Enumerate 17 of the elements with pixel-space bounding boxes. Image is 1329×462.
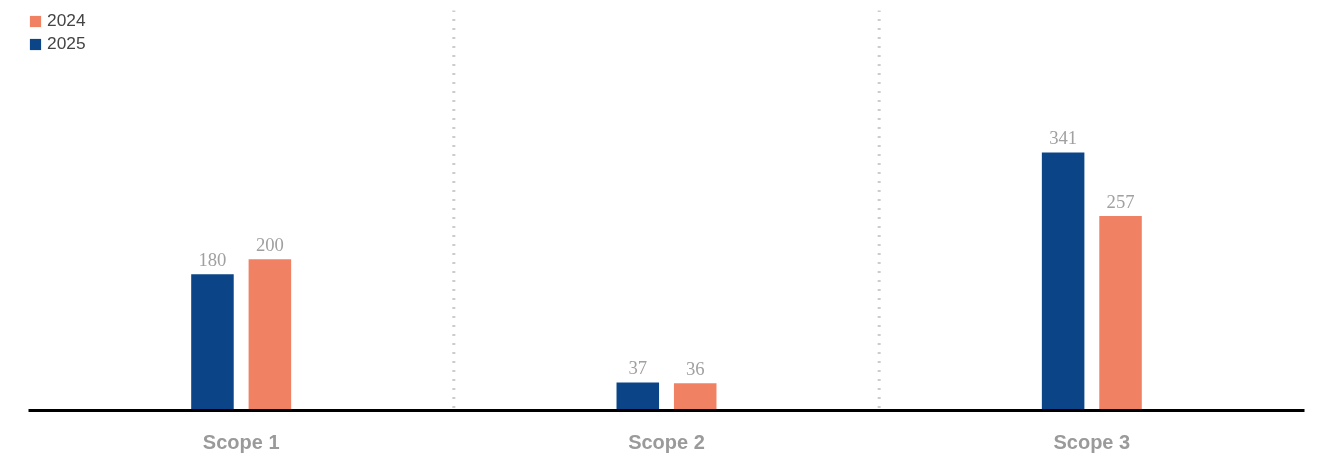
bar (1099, 216, 1142, 411)
bar (191, 274, 234, 411)
x-tick-label: Scope 3 (1053, 430, 1131, 453)
legend-label: 2025 (47, 33, 86, 54)
bar (1041, 152, 1085, 411)
bar (673, 383, 717, 411)
bar (248, 259, 292, 411)
data-label: 180 (198, 249, 227, 271)
data-label: 200 (255, 234, 284, 256)
legend-label: 2024 (47, 10, 86, 31)
x-tick-label: Scope 2 (628, 430, 705, 453)
data-label: 257 (1106, 191, 1135, 213)
bar (616, 382, 660, 411)
data-label: 341 (1049, 127, 1078, 149)
x-tick-label: Scope 1 (202, 430, 280, 453)
data-label: 36 (685, 358, 705, 380)
data-label: 37 (628, 357, 648, 379)
